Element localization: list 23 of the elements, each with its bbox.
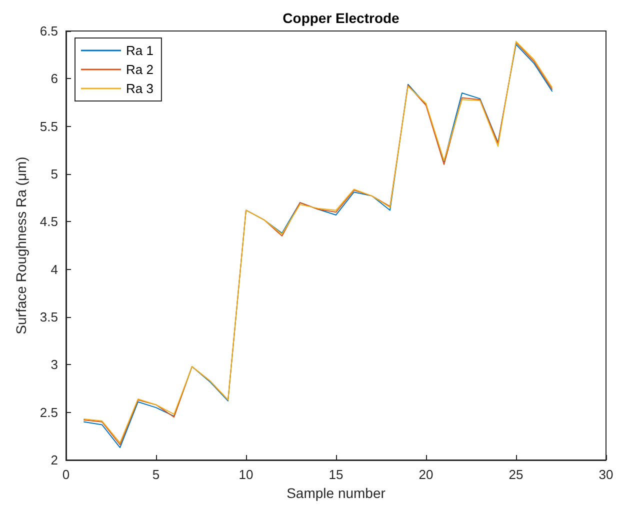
x-tick-label: 10 [238,467,254,482]
x-tick-label: 30 [598,467,614,482]
y-tick-label: 2 [50,452,58,468]
y-tick-label: 5.5 [40,118,58,134]
y-tick-label: 4 [50,262,58,277]
x-axis-title: Sample number [286,485,386,501]
y-tick-label: 3.5 [40,310,58,324]
y-tick-label: 3 [50,357,58,372]
y-tick-label: 2.5 [40,404,58,420]
x-tick-label: 20 [418,467,434,482]
chart-title: Copper Electrode [282,10,400,26]
legend-label: Ra 1 [126,43,154,58]
legend-label: Ra 2 [126,62,154,77]
y-tick-label: 6.5 [40,24,58,38]
y-axis-title: Surface Roughness Ra (μm) [13,156,29,334]
y-tick-label: 4.5 [40,214,58,230]
legend-label: Ra 3 [126,81,154,96]
x-tick-label: 15 [328,467,344,482]
x-tick-label: 0 [62,467,70,482]
x-tick-label: 5 [152,467,160,482]
y-tick-label: 6 [50,71,58,86]
y-tick-label: 5 [50,166,58,182]
x-tick-label: 25 [508,467,524,482]
